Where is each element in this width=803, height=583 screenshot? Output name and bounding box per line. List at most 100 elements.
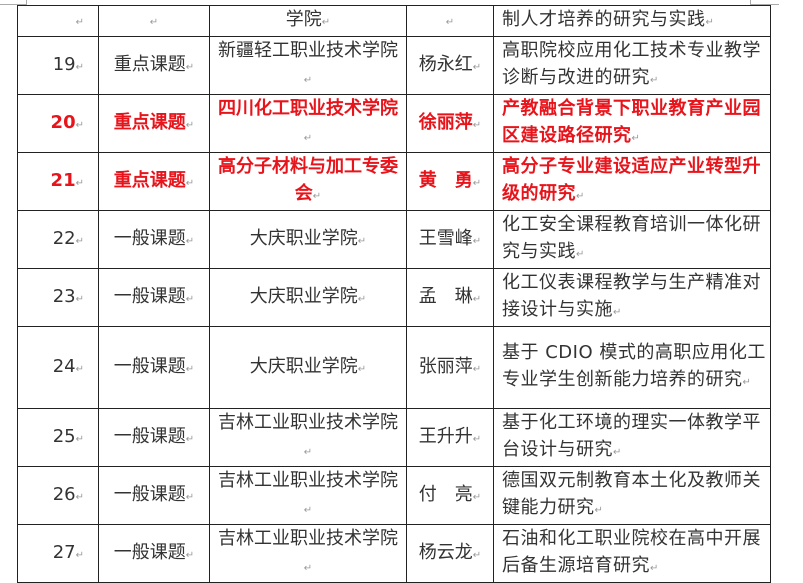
row-number-cell: 23↵ [17,268,99,327]
row-number-cell: 26↵ [17,466,99,525]
table-row: 22↵ 一般课题↵ 大庆职业学院↵ 王雪峰↵ 化工安全课程教育培训一体化研究与实践↵ [17,210,771,269]
project-type: 一般课题 [113,355,186,377]
paragraph-mark-icon: ↵ [185,363,195,375]
paragraph-mark-icon: ↵ [185,61,195,73]
principal: 张丽萍 [418,355,473,377]
project-title-cell: 石油和化工职业院校在高中开展后备生源培育研究↵ [493,524,771,583]
row-number-cell: 21↵ [17,152,99,211]
paragraph-mark-icon: ↵ [357,363,367,375]
institution: 大庆职业学院 [249,355,358,377]
paragraph-mark-icon: ↵ [650,75,659,86]
paragraph-mark-icon: ↵ [75,293,84,305]
paragraph-mark-icon: ↵ [149,17,159,28]
row-number-cell: ↵ [17,5,99,37]
project-title-cell: 化工安全课程教育培训一体化研究与实践↵ [493,210,771,269]
project-title: 高分子专业建设适应产业转型升级的研究 [502,156,761,204]
institution-cell: 新疆轻工职业技术学院 ↵ [209,36,407,95]
paragraph-mark-icon: ↵ [613,307,622,318]
paragraph-mark-icon: ↵ [472,177,482,189]
paragraph-mark-icon: ↵ [75,17,84,28]
paragraph-mark-icon: ↵ [705,17,715,28]
table-row: 21↵ 重点课题↵ 高分子材料与加工专委会↵ 黄 勇↵ 高分子专业建设适应产业转型升级的… [17,152,771,211]
principal: 王雪峰 [418,227,473,249]
principal-cell: 徐丽萍↵ [406,94,494,153]
project-type-cell: 一般课题↵ [98,524,210,583]
principal: 徐丽萍 [418,111,473,133]
institution: 吉林工业职业技术学院 [218,412,398,433]
row-number-cell: 22↵ [17,210,99,269]
row-number-cell: 27↵ [17,524,99,583]
project-table: ↵ ↵ 学院↵ ↵ 制人才培养的研究与实践↵ 19↵ 重点课题↵ 新疆轻工职业技术学院↵ 杨永红… [17,5,771,583]
institution-cell: 大庆职业学院↵ [209,326,407,409]
project-title: 基于 CDIO 模式的高职应用化工专业学生创新能力培养的研究 [502,342,766,390]
row-number: 24 [52,355,76,377]
paragraph-mark-icon: ↵ [75,363,84,375]
paragraph-mark-icon: ↵ [185,433,195,445]
table-row: 20↵ 重点课题↵ 四川化工职业技术学院↵ 徐丽萍↵ 产教融合背景下职业教育产业园区建设… [17,94,771,153]
principal-cell: ↵ [406,5,494,37]
paragraph-mark-icon: ↵ [185,549,195,561]
institution: 新疆轻工职业技术学院 [218,40,398,61]
table-row: 23↵ 一般课题↵ 大庆职业学院↵ 孟 琳↵ 化工仪表课程教学与生产精准对接设计与实施↵ [17,268,771,327]
project-type: 重点课题 [113,53,186,75]
paragraph-mark-icon: ↵ [472,235,482,247]
paragraph-mark-icon: ↵ [75,235,84,247]
project-type-cell: 重点课题↵ [98,152,210,211]
row-number: 21 [50,169,76,191]
institution-cell: 大庆职业学院↵ [209,210,407,269]
principal: 付 亮 [418,483,473,505]
table-row: 25↵ 一般课题↵ 吉林工业职业技术学院↵ 王升升↵ 基于化工环境的理实一体教学平台设计… [17,408,771,467]
institution-cell: 吉林工业职业技术学院 ↵ [209,524,407,583]
paragraph-mark-icon: ↵ [472,293,482,305]
paragraph-mark-icon: ↵ [303,505,313,516]
paragraph-mark-icon: ↵ [75,177,84,189]
paragraph-mark-icon: ↵ [303,447,313,458]
paragraph-mark-icon: ↵ [75,549,84,561]
institution: 高分子材料与加工专委会 [218,156,398,204]
principal: 杨永红 [418,53,473,75]
row-number-cell: 20↵ [17,94,99,153]
row-number-cell: 24↵ [17,326,99,409]
paragraph-mark-icon: ↵ [75,433,84,445]
paragraph-mark-icon: ↵ [185,235,195,247]
institution-cell: 高分子材料与加工专委会↵ [209,152,407,211]
paragraph-mark-icon: ↵ [742,377,752,388]
institution-cell: 吉林工业职业技术学院 ↵ [209,408,407,467]
paragraph-mark-icon: ↵ [576,249,585,260]
principal-cell: 张丽萍↵ [406,326,494,409]
table-row: 24↵ 一般课题↵ 大庆职业学院↵ 张丽萍↵ 基于 CDIO 模式的高职应用化工专业学生… [17,326,771,409]
paragraph-mark-icon: ↵ [357,293,367,305]
paragraph-mark-icon: ↵ [303,563,313,574]
project-type: 一般课题 [113,541,186,563]
table-row: ↵ ↵ 学院↵ ↵ 制人才培养的研究与实践↵ [17,5,771,37]
project-title-cell: 化工仪表课程教学与生产精准对接设计与实施↵ [493,268,771,327]
table-row: 26↵ 一般课题↵ 吉林工业职业技术学院 ↵ 付 亮↵ 德国双元制教育本土化及教师关键能力… [17,466,771,525]
paragraph-mark-icon: ↵ [650,563,659,574]
margin-mark-left [0,0,27,5]
institution-cell: 大庆职业学院↵ [209,268,407,327]
project-title-cell: 高分子专业建设适应产业转型升级的研究↵ [493,152,771,211]
institution: 大庆职业学院 [249,227,358,249]
row-number: 27 [52,541,76,563]
paragraph-mark-icon: ↵ [576,191,585,202]
institution: 吉林工业职业技术学院 [218,470,398,491]
paragraph-mark-icon: ↵ [303,133,313,144]
paragraph-mark-icon: ↵ [185,293,195,305]
project-type-cell: 一般课题↵ [98,326,210,409]
project-title: 化工安全课程教育培训一体化研究与实践 [502,214,761,262]
row-number: 25 [52,425,76,447]
paragraph-mark-icon: ↵ [472,61,482,73]
paragraph-mark-icon: ↵ [321,17,331,28]
institution: 四川化工职业技术学院 [218,98,398,119]
project-type: 一般课题 [113,425,186,447]
project-title-cell: 基于 CDIO 模式的高职应用化工专业学生创新能力培养的研究↵ [493,326,771,409]
project-type-cell: 一般课题↵ [98,466,210,525]
project-type-cell: 一般课题↵ [98,210,210,269]
principal-cell: 付 亮↵ [406,466,494,525]
project-title: 德国双元制教育本土化及教师关键能力研究 [502,470,761,518]
project-type-cell: 重点课题↵ [98,36,210,95]
paragraph-mark-icon: ↵ [75,119,84,131]
institution: 学院 [285,9,322,30]
institution: 吉林工业职业技术学院 [218,528,398,549]
project-title: 石油和化工职业院校在高中开展后备生源培育研究 [502,528,761,576]
